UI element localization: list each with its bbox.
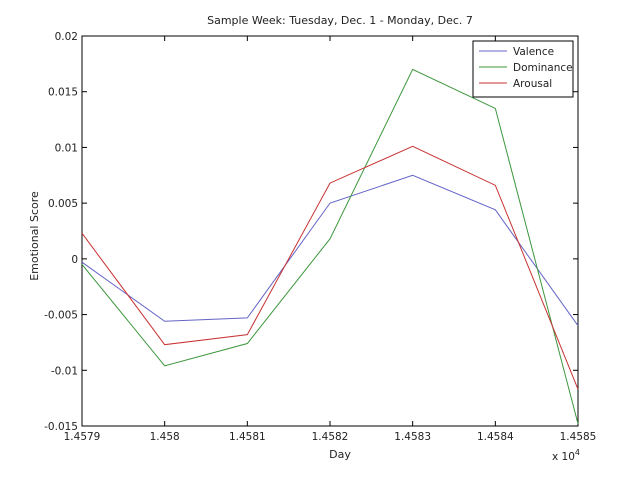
legend-label-dominance: Dominance	[513, 62, 573, 74]
y-tick-label: -0.015	[44, 421, 78, 433]
legend-box	[472, 40, 574, 98]
x-multiplier-label: x 104	[552, 448, 580, 463]
y-tick-label: 0.02	[55, 31, 78, 43]
y-tick-label: 0.015	[48, 87, 78, 99]
y-tick-label: 0.005	[48, 198, 78, 210]
x-tick-label: 1.4581	[229, 431, 266, 443]
y-tick-label: 0.01	[55, 142, 78, 154]
y-tick-label: -0.01	[51, 365, 78, 377]
x-tick-label: 1.4585	[560, 431, 597, 443]
legend-label-arousal: Arousal	[513, 78, 552, 90]
y-tick-label: 0	[71, 254, 78, 266]
legend-label-valence: Valence	[513, 46, 554, 58]
x-tick-label: 1.4584	[477, 431, 514, 443]
series-line-dominance	[81, 68, 579, 424]
x-multiplier-exponent: 4	[575, 448, 580, 457]
series-line-arousal	[81, 145, 579, 390]
plot-area: 1.4579 1.458 1.4581 1.4582 1.4583 1.4584 1.458…	[44, 31, 596, 443]
y-tick-label: -0.005	[44, 310, 78, 322]
x-tick-label: 1.4579	[64, 431, 101, 443]
x-tick-label: 1.458	[150, 431, 180, 443]
chart-title: Sample Week: Tuesday, Dec. 1 - Monday, D…	[207, 14, 473, 27]
x-tick-label: 1.4583	[394, 431, 431, 443]
x-multiplier-base: x 10	[552, 451, 575, 463]
x-axis-label: Day	[329, 448, 351, 461]
x-tick-label: 1.4582	[312, 431, 349, 443]
series-line-valence	[81, 174, 579, 327]
y-axis-label: Emotional Score	[28, 191, 41, 281]
